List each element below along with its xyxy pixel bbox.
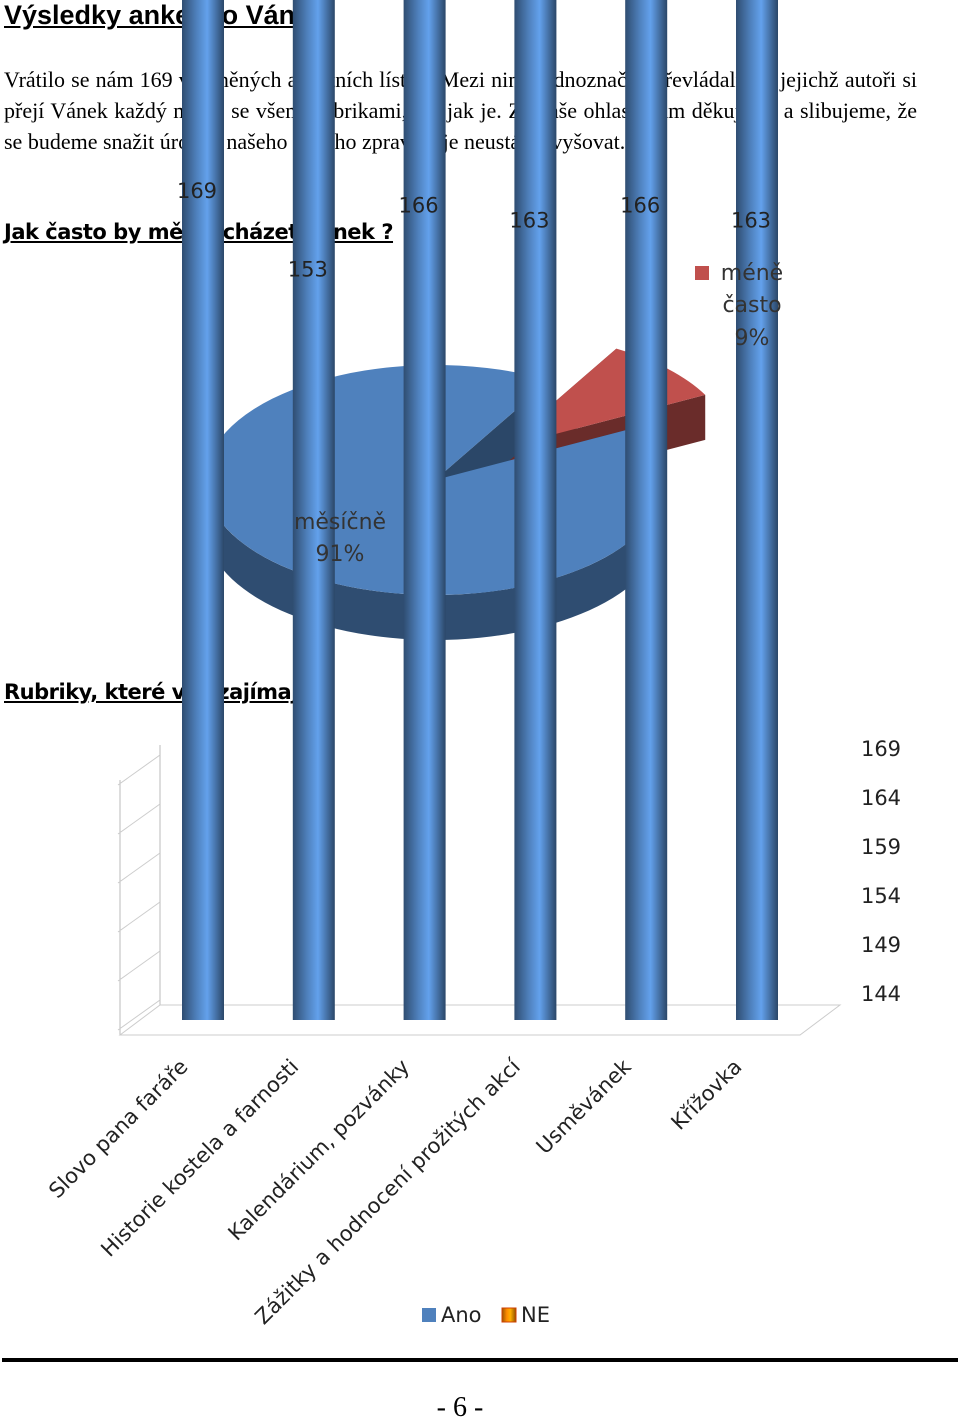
data-label: 166 bbox=[620, 194, 660, 218]
grid-line bbox=[117, 754, 161, 786]
y-tick-label: 169 bbox=[861, 737, 901, 761]
legend-swatch bbox=[695, 266, 709, 280]
page-number: - 6 - bbox=[436, 1392, 484, 1423]
bar bbox=[403, 0, 446, 1021]
legend-swatch bbox=[422, 1308, 436, 1322]
bar bbox=[736, 0, 778, 1020]
rule bbox=[2, 1358, 958, 1362]
bar bbox=[292, 0, 335, 1021]
bar bbox=[625, 0, 668, 1021]
x-tick-label: Křížovka bbox=[666, 1055, 746, 1135]
legend-label: Ano bbox=[441, 1303, 482, 1327]
grid-line bbox=[117, 999, 161, 1031]
grid-line bbox=[117, 901, 161, 933]
bar-title: Rubriky, které vás zajímají bbox=[4, 680, 305, 704]
y-tick-label: 149 bbox=[861, 933, 901, 957]
data-label: 163 bbox=[509, 208, 549, 232]
data-label: 153 bbox=[288, 257, 328, 281]
floor bbox=[118, 1004, 842, 1036]
y-tick-label: 154 bbox=[861, 884, 901, 908]
grid-line bbox=[117, 950, 161, 982]
legend-label: NE bbox=[521, 1303, 550, 1327]
y-tick-label: 164 bbox=[861, 786, 901, 810]
pie-label-category: méně často bbox=[720, 261, 784, 318]
data-label: 166 bbox=[399, 194, 439, 218]
pie-label-value: 91% bbox=[315, 542, 365, 567]
bar bbox=[514, 0, 557, 1020]
y-tick-label: 144 bbox=[861, 982, 901, 1006]
page-title: Výsledky ankety o Vánku bbox=[4, 0, 327, 30]
wall bbox=[119, 745, 161, 1035]
data-label: 169 bbox=[177, 179, 217, 203]
grid-line bbox=[117, 803, 161, 835]
pie-label-value: 9% bbox=[734, 326, 770, 351]
data-label: 163 bbox=[731, 208, 771, 232]
bar bbox=[182, 0, 224, 1020]
x-tick-label: Kalendárium, pozvánky bbox=[223, 1055, 414, 1246]
y-tick-label: 159 bbox=[861, 835, 901, 859]
x-tick-label: Historie kostela a farnosti bbox=[96, 1055, 303, 1262]
legend-swatch bbox=[501, 1307, 517, 1323]
pie-label-category: měsíčně bbox=[293, 510, 387, 535]
x-tick-label: Usměvánek bbox=[532, 1054, 637, 1159]
grid-line bbox=[117, 852, 161, 884]
